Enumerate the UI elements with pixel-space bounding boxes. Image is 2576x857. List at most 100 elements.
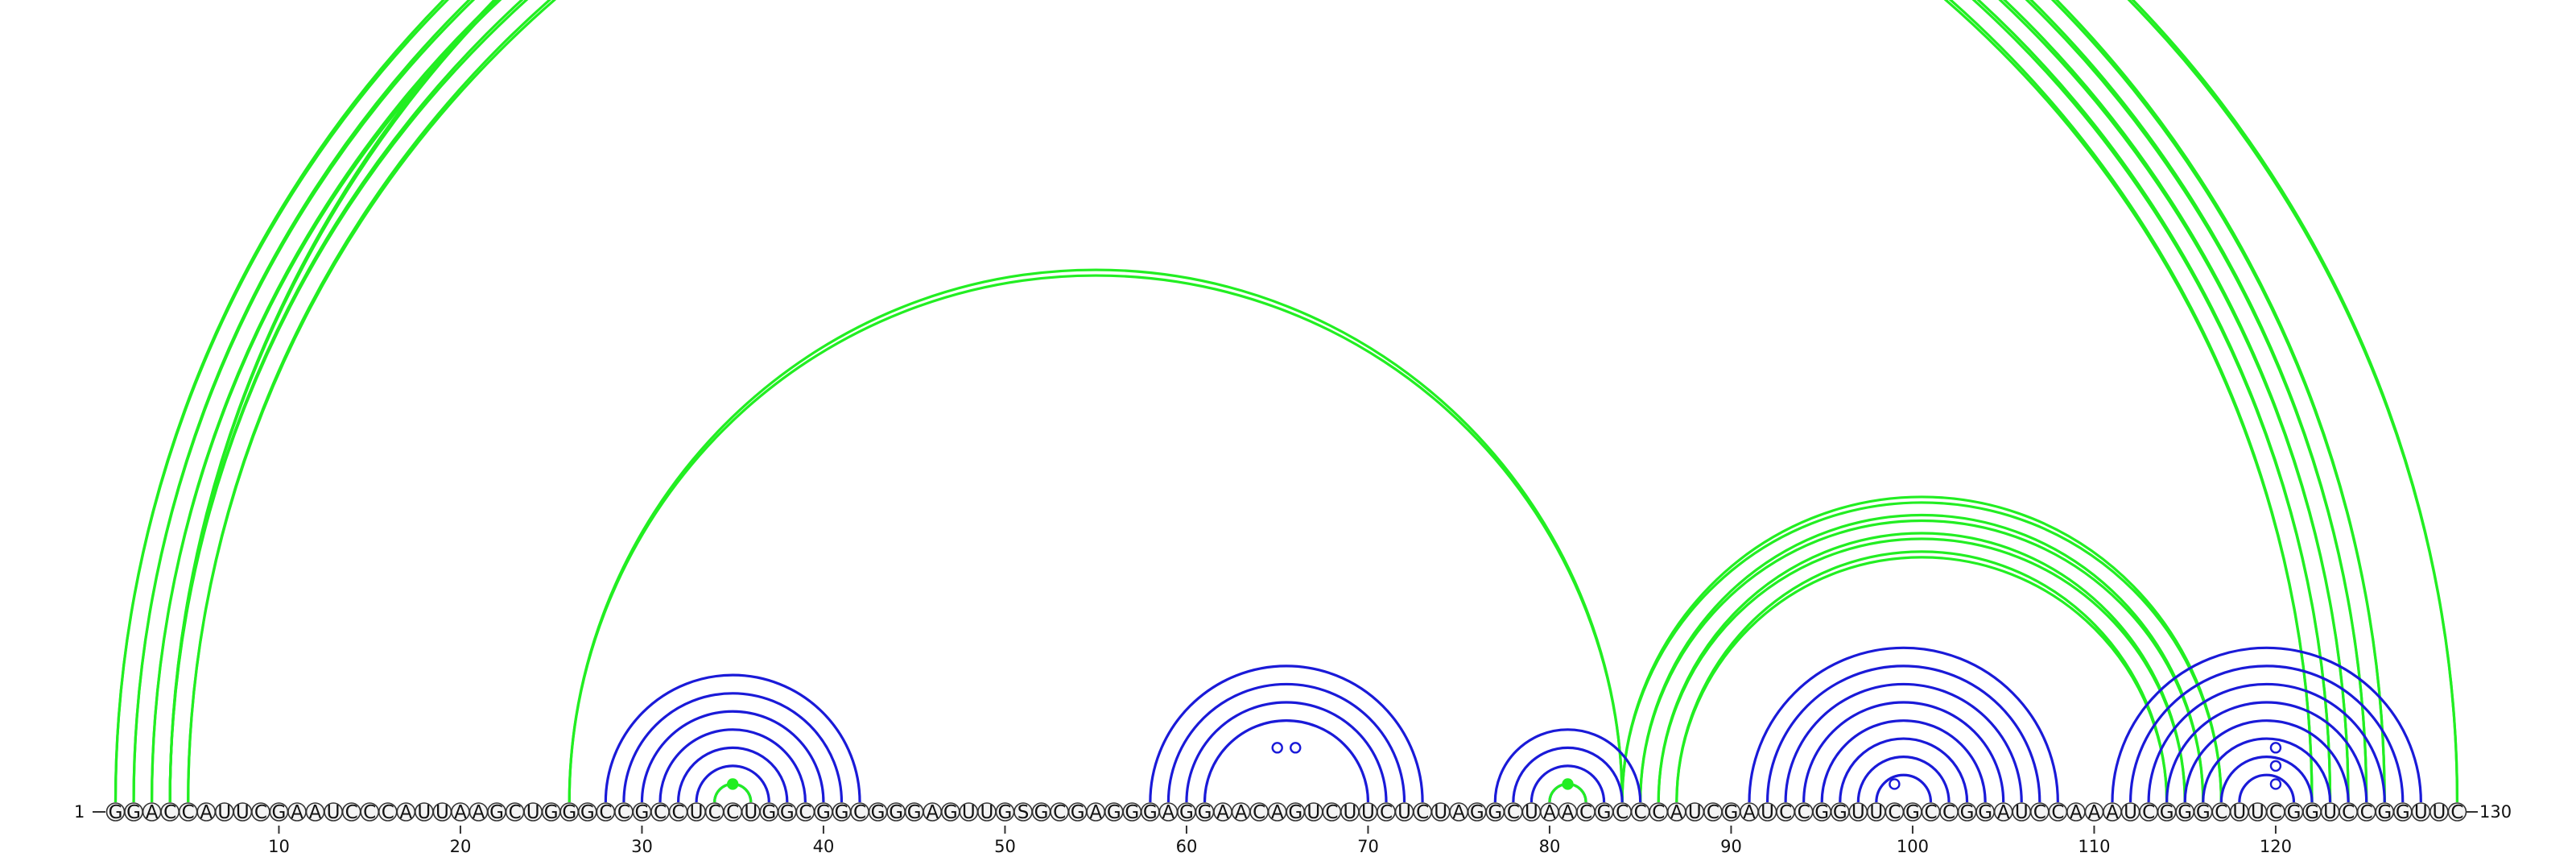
nucleotide-letter: U <box>436 802 449 823</box>
nucleotide-letter: C <box>1652 802 1665 823</box>
nucleotide-letter: C <box>382 802 394 823</box>
nucleotide: U <box>2320 802 2340 823</box>
nucleotide-letter: C <box>617 802 630 823</box>
nucleotide-letter: C <box>853 802 866 823</box>
nucleotide: A <box>1740 802 1759 823</box>
nucleotide: U <box>432 802 452 823</box>
arc-green-86-115-line1 <box>1657 537 2186 803</box>
arc-blue-29-41 <box>622 692 844 803</box>
nucleotide-letter: A <box>1997 802 2010 823</box>
nucleotide: G <box>541 802 561 823</box>
nucleotide: C <box>1377 802 1396 823</box>
arc-green-4-130-line2 <box>168 0 2459 803</box>
nucleotide-letter: G <box>1905 802 1920 823</box>
nucleotide-letter: A <box>1162 802 1175 823</box>
arc-blue-30-40 <box>640 710 825 803</box>
open-marker-5 <box>2269 778 2282 790</box>
nucleotide-letter: G <box>943 802 958 823</box>
nucleotide-letter: C <box>163 802 176 823</box>
nucleotide-letter: U <box>2432 802 2446 823</box>
arc-blue-94-105 <box>1802 701 2005 803</box>
nucleotide-letter: U <box>236 802 250 823</box>
nucleotide-letter: G <box>1107 802 1121 823</box>
nucleotide: A <box>1667 802 1686 823</box>
nucleotide: G <box>1467 802 1487 823</box>
nucleotide: G <box>1031 802 1051 823</box>
nucleotide: C <box>2139 802 2158 823</box>
arc-green-85-116-line2 <box>1639 513 2205 803</box>
nucleotide: G <box>2157 802 2177 823</box>
nucleotide-letter: C <box>2051 802 2064 823</box>
nucleotide: U <box>324 802 343 823</box>
nucleotide: A <box>1086 802 1105 823</box>
nucleotide-letter: A <box>2070 802 2083 823</box>
arc-blue-79-83 <box>1530 764 1606 803</box>
nucleotide: U <box>233 802 253 823</box>
nucleotide: U <box>1848 802 1868 823</box>
arc-blue-93-106 <box>1784 682 2023 803</box>
nucleotide: C <box>668 802 688 823</box>
nucleotide: U <box>1521 802 1542 823</box>
nucleotide-letter: A <box>309 802 322 823</box>
nucleotide-letter: C <box>1325 802 1338 823</box>
nucleotide-letter: G <box>762 802 776 823</box>
arc-blue-96-103 <box>1839 737 1969 803</box>
tick-label-100: 100 <box>1897 837 1929 856</box>
nucleotide-letter: G <box>2160 802 2174 823</box>
nucleotide: C <box>2339 802 2358 823</box>
nucleotide-letter: G <box>1179 802 1194 823</box>
nucleotide: C <box>2447 802 2467 823</box>
nucleotide: G <box>1903 802 1922 823</box>
nucleotide-letter: C <box>509 802 522 823</box>
arc-blue-117-122 <box>2219 756 2314 803</box>
nucleotide: G <box>886 802 906 823</box>
nucleotide-letter: A <box>1562 802 1575 823</box>
arc-green-3-124-line1 <box>152 0 2349 802</box>
nucleotide: U <box>2120 802 2140 823</box>
nucleotide-letter: C <box>2342 802 2355 823</box>
nucleotide-letter: U <box>1361 802 1375 823</box>
nucleotide-letter: A <box>1271 802 1284 823</box>
nucleotide-letter: A <box>2106 802 2119 823</box>
tick-label-60: 60 <box>1176 837 1198 856</box>
nucleotide: C <box>1249 802 1269 823</box>
nucleotide-letter: C <box>182 802 195 823</box>
arc-green-5-122-line1 <box>188 0 2312 802</box>
nucleotide-letter: U <box>980 802 993 823</box>
nucleotide: U <box>1757 802 1777 823</box>
nucleotide-letter: C <box>654 802 667 823</box>
nucleotide-letter: A <box>1235 802 1248 823</box>
nucleotide-letter: G <box>2287 802 2301 823</box>
arc-blue-111-128 <box>2111 646 2422 803</box>
nucleotide: U <box>2230 802 2249 823</box>
nucleotide: G <box>577 802 597 823</box>
nucleotide: G <box>995 802 1015 823</box>
nucleotide-letter: U <box>2414 802 2428 823</box>
nucleotide: U <box>1394 802 1414 823</box>
nucleotide: G <box>868 802 888 823</box>
nucleotide: C <box>723 802 743 823</box>
nucleotide-letter: A <box>1452 802 1465 823</box>
nucleotide: A <box>1993 802 2013 823</box>
nucleotide-letter: A <box>146 802 159 823</box>
nucleotide: C <box>251 802 270 823</box>
nucleotide: C <box>1504 802 1523 823</box>
nucleotide-letter: A <box>1543 802 1556 823</box>
nucleotide: U <box>959 802 979 823</box>
nucleotide: G <box>759 802 779 823</box>
nucleotide-letter: C <box>1053 802 1066 823</box>
nucleotide: G <box>559 802 580 823</box>
nucleotide-letter: U <box>1761 802 1774 823</box>
arc-blue-113-126 <box>2147 682 2386 803</box>
nucleotide-letter: A <box>926 802 939 823</box>
nucleotide-letter: G <box>580 802 595 823</box>
nucleotide: A <box>2103 802 2122 823</box>
nucleotide-letter: U <box>2124 802 2137 823</box>
nucleotide: A <box>2084 802 2104 823</box>
nucleotide: U <box>415 802 434 823</box>
nucleotide-letter: A <box>200 802 213 823</box>
nucleotide: A <box>305 802 325 823</box>
nucleotide: G <box>2302 802 2322 823</box>
nucleotide: A <box>142 802 162 823</box>
nucleotide-letter: C <box>2360 802 2373 823</box>
